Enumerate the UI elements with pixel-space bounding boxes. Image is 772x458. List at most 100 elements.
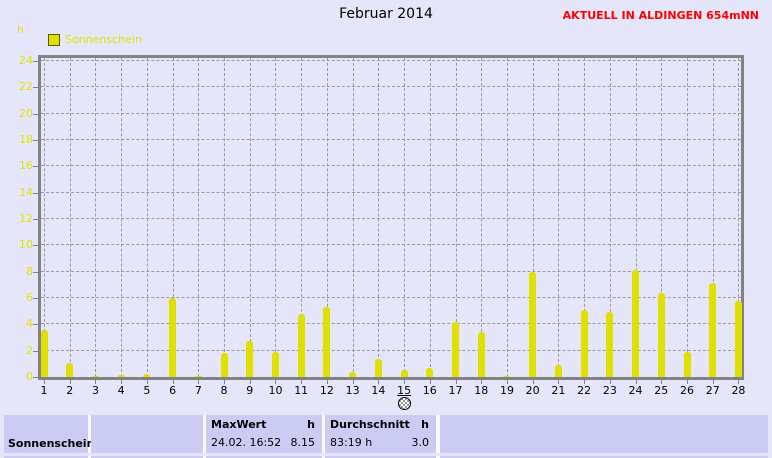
y-tick — [33, 113, 38, 115]
h-gridline — [41, 323, 741, 325]
bar-day-12 — [323, 307, 331, 377]
y-tick — [33, 377, 38, 378]
y-tick-label: 20 — [19, 106, 33, 120]
x-tick-label-day-22: 22 — [577, 384, 592, 397]
legend-swatch-icon — [48, 33, 60, 46]
v-gridline — [249, 58, 251, 377]
y-tick — [33, 245, 38, 247]
chart-title: Februar 2014 — [339, 6, 433, 22]
x-tick — [712, 380, 714, 384]
x-tick-label-day-24: 24 — [628, 384, 643, 397]
y-tick — [33, 297, 38, 299]
bar-day-14 — [374, 359, 382, 377]
h-gridline — [41, 244, 741, 246]
bar-day-25 — [657, 293, 665, 377]
bar-day-28 — [734, 301, 742, 377]
v-gridline — [429, 58, 431, 377]
bar-day-1 — [40, 330, 48, 377]
moon-icon — [398, 397, 411, 410]
v-gridline — [44, 58, 45, 377]
v-gridline — [532, 58, 534, 377]
x-tick-label-day-19: 19 — [499, 384, 514, 397]
v-gridline — [172, 58, 174, 377]
v-gridline — [481, 58, 483, 377]
v-gridline — [275, 58, 277, 377]
bar-day-5 — [143, 374, 151, 377]
table-cell-durchschnitt: Durchschnitt h 83:19 h 3.0 — [325, 415, 436, 453]
x-tick — [326, 380, 328, 384]
y-tick — [33, 60, 38, 62]
v-gridline — [584, 58, 586, 377]
x-tick — [558, 380, 560, 384]
x-tick-label-day-26: 26 — [680, 384, 694, 397]
x-tick — [69, 380, 71, 384]
bar-day-13 — [349, 372, 357, 377]
bar-day-15 — [400, 370, 408, 377]
y-tick — [33, 271, 38, 273]
bar-day-22 — [580, 310, 588, 377]
bar-day-21 — [554, 365, 562, 377]
y-tick — [33, 324, 38, 326]
maxwert-value: 8.15 — [290, 436, 316, 449]
table-cell-series-label-2: Helligkeit — [4, 456, 88, 458]
x-tick — [661, 380, 663, 384]
summary-table-row-sonnenschein: Sonnenschein MaxWert h 24.02. 16:52 8.15… — [4, 415, 768, 453]
bar-day-17 — [452, 322, 460, 377]
station-banner: AKTUELL IN ALDINGEN 654mNN — [562, 9, 759, 22]
x-tick-label-day-8: 8 — [220, 384, 228, 397]
x-tick-label-day-13: 13 — [345, 384, 360, 397]
h-gridline — [41, 59, 741, 61]
table-cell-empty-3 — [91, 456, 203, 458]
v-gridline — [69, 58, 71, 377]
y-tick-label: 16 — [19, 159, 33, 173]
durchschnitt-header: Durchschnitt — [330, 418, 410, 431]
v-gridline — [635, 58, 637, 377]
x-tick-label-day-2: 2 — [66, 384, 74, 397]
plot-area — [38, 55, 744, 380]
y-tick-label: 22 — [19, 80, 33, 94]
y-tick-label: 18 — [19, 132, 33, 146]
v-gridline — [738, 58, 740, 377]
table-cell-empty-1 — [91, 415, 203, 453]
h-gridline — [41, 270, 741, 272]
y-tick — [33, 139, 38, 141]
x-tick-label-day-6: 6 — [169, 384, 177, 397]
v-gridline — [378, 58, 380, 377]
v-gridline — [404, 58, 406, 377]
x-tick — [429, 380, 431, 384]
x-tick — [146, 380, 148, 384]
x-tick-label-day-3: 3 — [91, 384, 99, 397]
legend: Sonnenschein — [48, 33, 142, 46]
h-gridline — [41, 138, 741, 140]
bar-day-6 — [169, 298, 177, 377]
y-tick-label: 10 — [19, 238, 33, 252]
x-tick — [121, 380, 123, 384]
x-tick-label-day-4: 4 — [117, 384, 125, 397]
x-tick-label-day-7: 7 — [194, 384, 202, 397]
x-tick-label-day-1: 1 — [40, 384, 48, 397]
x-tick — [172, 380, 174, 384]
x-tick — [198, 380, 200, 384]
v-gridline — [301, 58, 303, 377]
summary-table-row-helligkeit: Helligkeit — [4, 456, 768, 458]
x-tick — [378, 380, 380, 384]
maxwert-header: MaxWert — [211, 418, 267, 431]
x-tick — [532, 380, 534, 384]
x-tick — [738, 380, 740, 384]
x-tick — [687, 380, 688, 384]
x-tick — [481, 380, 483, 384]
x-tick — [506, 380, 508, 384]
x-tick-label-day-18: 18 — [474, 384, 489, 397]
y-tick — [33, 192, 38, 194]
x-tick-label-day-14: 14 — [371, 384, 386, 397]
x-tick-label-day-5: 5 — [143, 384, 151, 397]
bar-day-8 — [220, 353, 228, 377]
x-tick — [455, 380, 457, 384]
h-gridline — [41, 86, 741, 88]
y-tick-label: 24 — [19, 53, 33, 67]
y-tick-label: 2 — [26, 343, 33, 357]
x-tick-label-day-10: 10 — [268, 384, 283, 397]
y-axis-unit-label: h — [17, 23, 24, 36]
h-gridline — [41, 191, 741, 193]
v-gridline — [326, 58, 328, 377]
